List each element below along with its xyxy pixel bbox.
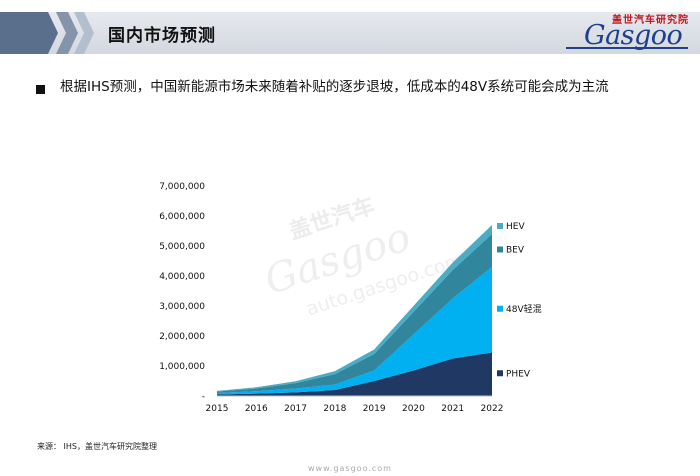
legend-group: PHEV 48V轻混 BEV HEV (497, 222, 542, 379)
legend-label-48V轻混: 48V轻混 (506, 303, 542, 315)
x-tick-label: 2015 (206, 404, 229, 414)
x-tick-label: 2022 (481, 404, 504, 414)
y-tick-label: 2,000,000 (159, 332, 205, 342)
area-series-group (217, 225, 492, 396)
source-note: 来源： IHS，盖世汽车研究院整理 (37, 442, 157, 451)
x-tick-label: 2019 (363, 404, 386, 414)
bullet-square-icon (36, 85, 45, 94)
page-title: 国内市场预测 (108, 26, 216, 46)
logo-wordmark: Gasgoo (584, 20, 683, 51)
bullet-text: 根据IHS预测，中国新能源市场未来随着补贴的逐步退坡，低成本的48V系统可能会成… (60, 79, 609, 95)
legend-swatch-48V轻混 (497, 305, 503, 312)
x-tick-label: 2018 (323, 404, 346, 414)
legend-swatch-PHEV (497, 370, 503, 377)
header-chevron-decoration (0, 12, 94, 54)
area-48V轻混 (217, 267, 492, 395)
header-bar: 国内市场预测 盖世汽车研究院 Gasgoo (0, 0, 700, 70)
y-tick-label: 6,000,000 (159, 212, 205, 222)
x-tick-label: 2020 (402, 404, 425, 414)
y-tick-label: 4,000,000 (159, 272, 205, 282)
legend-label-PHEV: PHEV (506, 369, 531, 379)
logo-underline (566, 47, 688, 49)
x-tick-label: 2016 (245, 404, 268, 414)
y-tick-label: 5,000,000 (159, 242, 205, 252)
legend-swatch-BEV (497, 246, 503, 253)
legend-swatch-HEV (497, 223, 503, 229)
x-tick-label: 2021 (441, 404, 464, 414)
x-tick-label: 2017 (284, 404, 307, 414)
axes-group: 7,000,000 6,000,000 5,000,000 4,000,000 3,00… (159, 182, 503, 414)
y-tick-label: 7,000,000 (159, 182, 205, 192)
area-PHEV (217, 352, 492, 396)
y-tick-label: 1,000,000 (159, 362, 205, 372)
legend-label-HEV: HEV (506, 222, 525, 232)
footer-url: www.gasgoo.com (308, 464, 392, 473)
legend-label-BEV: BEV (506, 246, 525, 256)
logo-chinese-name: 盖世汽车研究院 (612, 15, 689, 26)
y-tick-label: 3,000,000 (159, 302, 205, 312)
y-tick-label: - (202, 392, 205, 402)
